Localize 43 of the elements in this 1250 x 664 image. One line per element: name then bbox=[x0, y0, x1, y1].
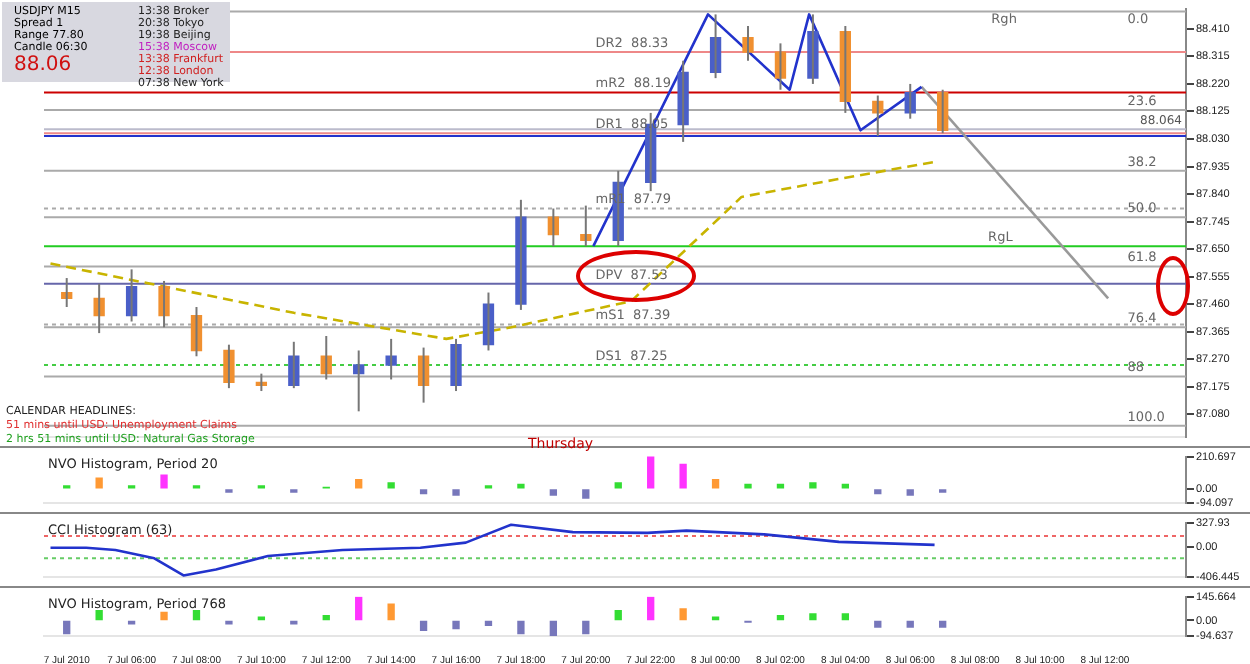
bar bbox=[355, 479, 363, 489]
bar bbox=[484, 620, 493, 627]
bar bbox=[387, 603, 395, 621]
bar bbox=[452, 489, 460, 496]
bar bbox=[95, 609, 103, 621]
bar bbox=[744, 483, 752, 489]
bar bbox=[192, 609, 201, 621]
bar bbox=[776, 483, 785, 489]
bar bbox=[419, 489, 428, 495]
bar bbox=[809, 482, 817, 489]
bar bbox=[809, 613, 817, 621]
bar bbox=[452, 620, 460, 630]
bar bbox=[841, 613, 850, 621]
bar bbox=[160, 474, 168, 489]
bar bbox=[517, 620, 525, 635]
bar bbox=[387, 482, 395, 489]
bar bbox=[679, 608, 687, 621]
bar bbox=[776, 614, 785, 621]
bar bbox=[679, 463, 687, 489]
bar bbox=[874, 620, 882, 628]
bar bbox=[614, 609, 622, 621]
bar bbox=[841, 483, 850, 489]
bar bbox=[906, 620, 914, 628]
bar bbox=[906, 489, 914, 496]
bar bbox=[419, 620, 428, 631]
bar bbox=[647, 596, 655, 621]
bar bbox=[160, 611, 168, 621]
bar bbox=[711, 479, 720, 489]
bar bbox=[63, 620, 71, 635]
line-series bbox=[49, 160, 935, 341]
bar bbox=[549, 620, 558, 636]
bar bbox=[549, 489, 558, 496]
bar bbox=[939, 620, 947, 628]
bar bbox=[582, 489, 590, 499]
bar bbox=[647, 456, 655, 489]
bar bbox=[614, 482, 622, 489]
annotation: 88.06 bbox=[14, 54, 74, 76]
bar bbox=[517, 483, 525, 489]
bar bbox=[582, 620, 590, 635]
bar bbox=[95, 477, 103, 489]
bar bbox=[355, 596, 363, 621]
bar bbox=[874, 489, 882, 495]
bar bbox=[322, 614, 330, 621]
